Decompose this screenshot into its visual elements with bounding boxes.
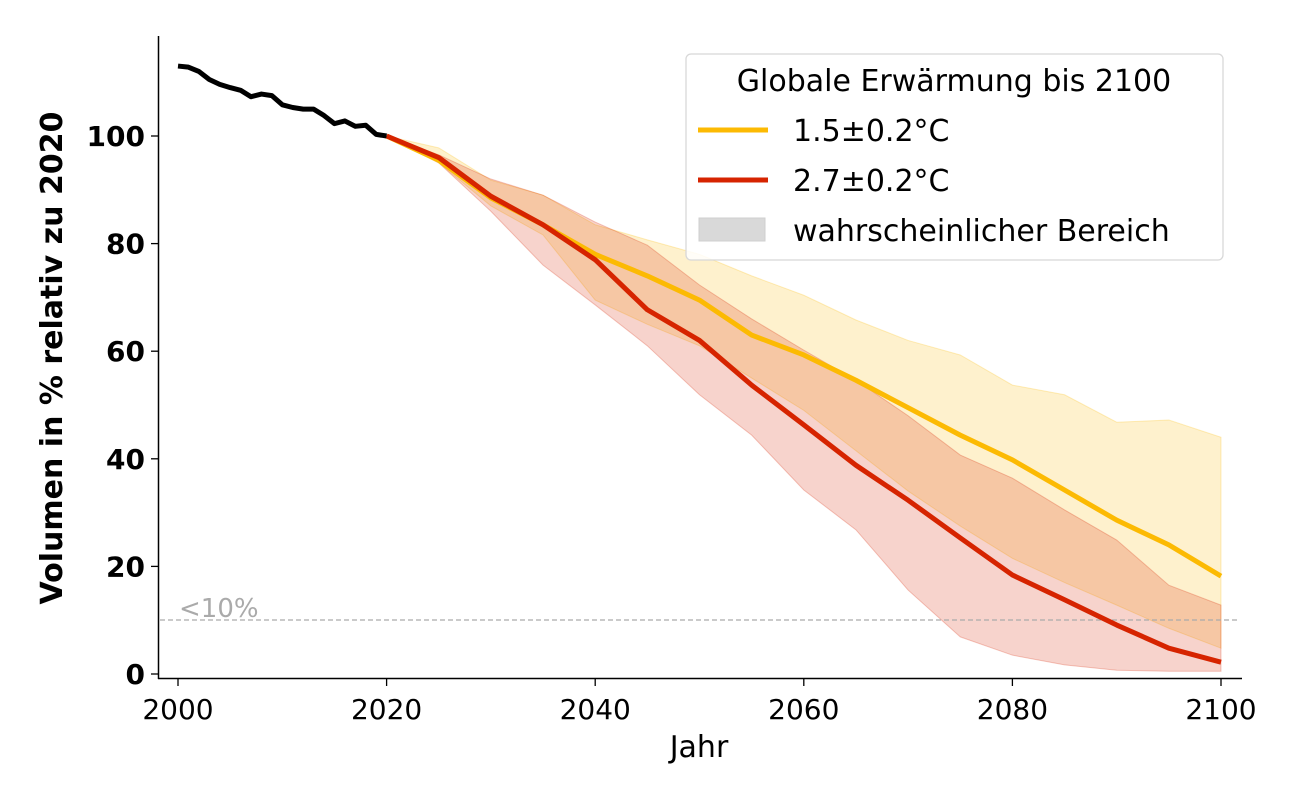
legend-label-1-5: 1.5±0.2°C bbox=[793, 114, 950, 149]
x-tick-label: 2080 bbox=[977, 693, 1048, 726]
series-lines bbox=[177, 63, 1223, 665]
y-tick-label: 100 bbox=[87, 120, 145, 153]
x-tick-label: 2020 bbox=[351, 693, 422, 726]
legend: Globale Erwärmung bis 2100 1.5±0.2°C 2.7… bbox=[685, 53, 1224, 261]
y-tick-label: 40 bbox=[106, 443, 145, 476]
x-tick-label: 2040 bbox=[560, 693, 631, 726]
legend-label-range: wahrscheinlicher Bereich bbox=[793, 214, 1170, 249]
band-0 bbox=[386, 135, 1222, 649]
y-tick-label: 0 bbox=[126, 658, 145, 691]
y-tick-label: 60 bbox=[106, 335, 145, 368]
band-1 bbox=[386, 135, 1222, 672]
legend-swatch-range bbox=[698, 217, 766, 242]
y-tick-label: 80 bbox=[106, 228, 145, 261]
y-ticks: 0 20 40 60 80 100 bbox=[87, 120, 158, 691]
legend-label-2-7: 2.7±0.2°C bbox=[793, 164, 950, 199]
y-axis-label: Volumen in % relativ zu 2020 bbox=[35, 112, 70, 605]
x-axis-label: Jahr bbox=[668, 730, 729, 765]
x-tick-label: 2000 bbox=[142, 693, 213, 726]
legend-box bbox=[685, 53, 1224, 261]
x-ticks: 2000 2020 2040 2060 2080 2100 bbox=[142, 679, 1257, 726]
legend-title: Globale Erwärmung bis 2100 bbox=[737, 64, 1171, 99]
historical-line bbox=[177, 63, 387, 139]
x-tick-label: 2060 bbox=[768, 693, 839, 726]
series-line-1 bbox=[385, 133, 1222, 665]
x-tick-label: 2100 bbox=[1185, 693, 1256, 726]
reference-label: <10% bbox=[179, 594, 259, 624]
uncertainty-bands bbox=[386, 135, 1222, 672]
y-tick-label: 20 bbox=[106, 550, 145, 583]
